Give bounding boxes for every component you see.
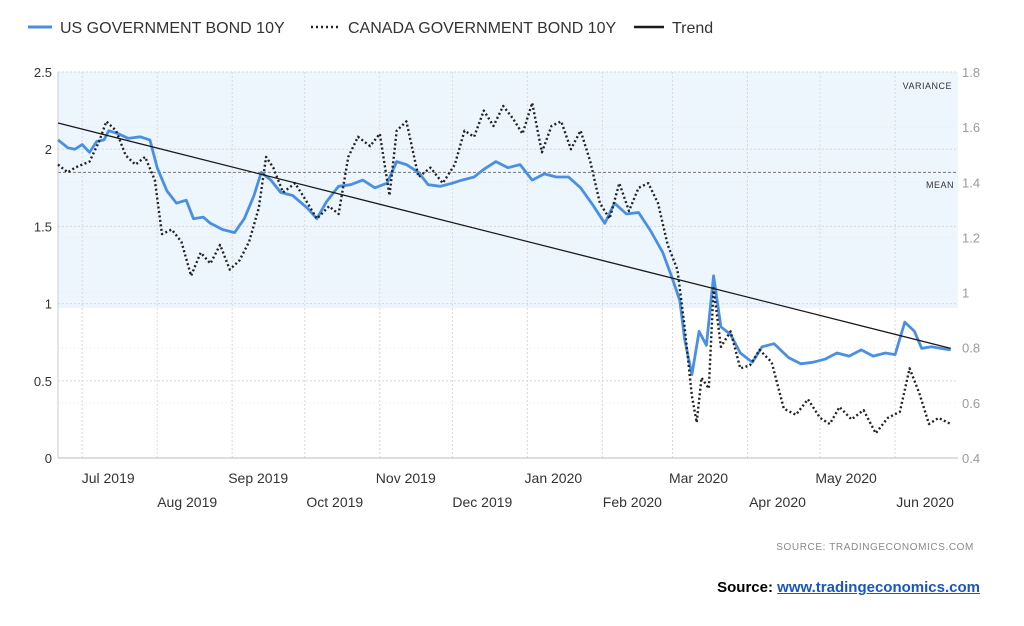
- x-tick-label: May 2020: [815, 470, 877, 486]
- trend-line: [57, 122, 951, 350]
- legend-label-us[interactable]: US GOVERNMENT BOND 10Y: [60, 20, 285, 37]
- canada-bond-line: [57, 101, 952, 435]
- y-right-tick: 1.2: [962, 230, 980, 245]
- source-prefix: Source:: [717, 579, 773, 596]
- x-tick-label: Apr 2020: [749, 494, 806, 510]
- grid-layer: [58, 71, 958, 458]
- source-link[interactable]: www.tradingeconomics.com: [777, 579, 980, 596]
- x-tick-label: Sep 2019: [228, 470, 288, 486]
- legend: US GOVERNMENT BOND 10Y CANADA GOVERNMENT…: [28, 20, 713, 37]
- y-right-tick: 1: [962, 286, 969, 301]
- y-left-tick: 0: [45, 451, 52, 466]
- y-left-tick: 0.5: [34, 374, 52, 389]
- y-left-tick: 2.5: [34, 65, 52, 80]
- mean-label: MEAN: [926, 180, 954, 190]
- y-right-tick: 1.6: [962, 120, 980, 135]
- x-tick-label: Jul 2019: [82, 470, 135, 486]
- axis-layer: 0 0.5 1 1.5 2 2.5 0.4 0.6 0.8 1 1.2 1.4 1.6 1.8 Jul 20…: [34, 65, 980, 510]
- x-tick-label: Nov 2019: [376, 470, 436, 486]
- x-tick-label: Aug 2019: [157, 494, 217, 510]
- x-tick-label: Jun 2020: [896, 494, 954, 510]
- variance-label: VARIANCE: [903, 81, 952, 91]
- x-tick-label: Oct 2019: [306, 494, 363, 510]
- x-tick-label: Jan 2020: [525, 470, 583, 486]
- y-left-tick: 1: [45, 297, 52, 312]
- source-line: Source: www.tradingeconomics.com: [717, 579, 980, 596]
- x-tick-label: Feb 2020: [603, 494, 662, 510]
- y-left-tick: 2: [45, 142, 52, 157]
- y-right-tick: 0.4: [962, 451, 980, 466]
- variance-band: [58, 72, 958, 309]
- source-small: SOURCE: TRADINGECONOMICS.COM: [776, 542, 974, 553]
- legend-label-trend[interactable]: Trend: [672, 20, 713, 37]
- y-right-tick: 0.6: [962, 396, 980, 411]
- y-right-tick: 1.4: [962, 175, 980, 190]
- x-tick-label: Mar 2020: [669, 470, 728, 486]
- series-layer: [57, 101, 952, 435]
- variance-band-layer: [58, 72, 958, 309]
- y-right-tick: 0.8: [962, 341, 980, 356]
- us-bond-line: [57, 129, 951, 377]
- y-left-tick: 1.5: [34, 219, 52, 234]
- y-right-tick: 1.8: [962, 65, 980, 80]
- x-tick-label: Dec 2019: [452, 494, 512, 510]
- legend-label-canada[interactable]: CANADA GOVERNMENT BOND 10Y: [348, 20, 617, 37]
